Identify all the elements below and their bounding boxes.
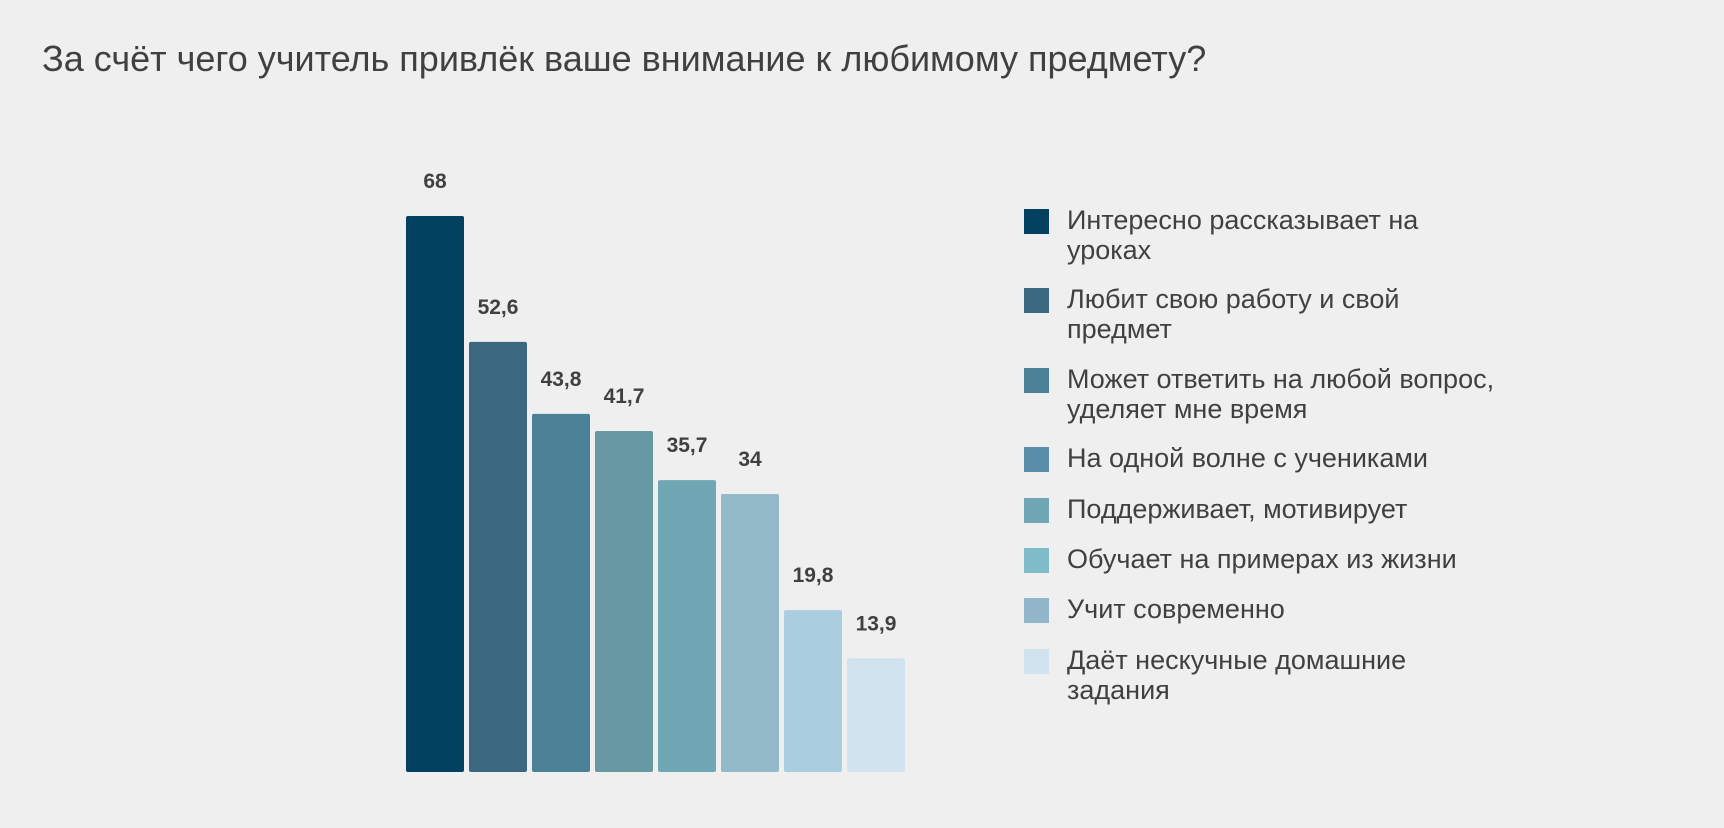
legend-item-4: На одной волне с учениками bbox=[1024, 443, 1507, 473]
legend-label: Поддерживает, мотивирует bbox=[1067, 494, 1408, 524]
legend-label: Интересно рассказывает на уроках bbox=[1067, 205, 1419, 265]
value-label-8: 13,9 bbox=[856, 612, 897, 635]
legend-label: Учит современно bbox=[1067, 594, 1285, 624]
legend-item-2: Любит свою работу и свой предмет bbox=[1024, 284, 1507, 344]
legend-item-3: Может ответить на любой вопрос, уделяет … bbox=[1024, 364, 1507, 424]
chart-title: За счёт чего учитель привлёк ваше вниман… bbox=[42, 38, 1207, 79]
value-label-4: 41,7 bbox=[604, 385, 645, 408]
legend-label: Обучает на примерах из жизни bbox=[1067, 544, 1457, 574]
bar-1 bbox=[406, 216, 464, 772]
value-label-3: 43,8 bbox=[541, 368, 582, 391]
legend-swatch bbox=[1024, 368, 1049, 393]
bar-4 bbox=[595, 431, 653, 772]
legend-item-8: Даёт нескучные домашние задания bbox=[1024, 645, 1507, 705]
legend-swatch bbox=[1024, 498, 1049, 523]
legend-item-6: Обучает на примерах из жизни bbox=[1024, 544, 1507, 574]
value-label-7: 19,8 bbox=[793, 564, 834, 587]
bar-chart: 68 52,6 43,8 41,7 35,7 34 19,8 13,9 bbox=[406, 170, 905, 772]
value-label-5: 35,7 bbox=[667, 434, 708, 457]
bar-8 bbox=[847, 658, 905, 772]
legend-swatch bbox=[1024, 548, 1049, 573]
legend-label: На одной волне с учениками bbox=[1067, 443, 1428, 473]
value-label-6: 34 bbox=[738, 448, 762, 471]
legend-item-7: Учит современно bbox=[1024, 594, 1507, 624]
legend-swatch bbox=[1024, 598, 1049, 623]
legend-item-1: Интересно рассказывает на уроках bbox=[1024, 205, 1507, 265]
legend-label: Даёт нескучные домашние задания bbox=[1067, 645, 1407, 705]
legend-swatch bbox=[1024, 288, 1049, 313]
bar-6 bbox=[721, 494, 779, 772]
legend-swatch bbox=[1024, 649, 1049, 674]
value-label-2: 52,6 bbox=[478, 296, 519, 319]
legend-swatch bbox=[1024, 447, 1049, 472]
bar-5 bbox=[658, 480, 716, 772]
bar-7 bbox=[784, 610, 842, 772]
legend-label: Может ответить на любой вопрос, уделяет … bbox=[1067, 364, 1495, 424]
bar-3 bbox=[532, 413, 590, 772]
legend-swatch bbox=[1024, 209, 1049, 234]
legend-label: Любит свою работу и свой предмет bbox=[1067, 284, 1400, 344]
bar-2 bbox=[469, 341, 527, 772]
value-label-1: 68 bbox=[423, 170, 447, 193]
legend-item-5: Поддерживает, мотивирует bbox=[1024, 494, 1507, 524]
